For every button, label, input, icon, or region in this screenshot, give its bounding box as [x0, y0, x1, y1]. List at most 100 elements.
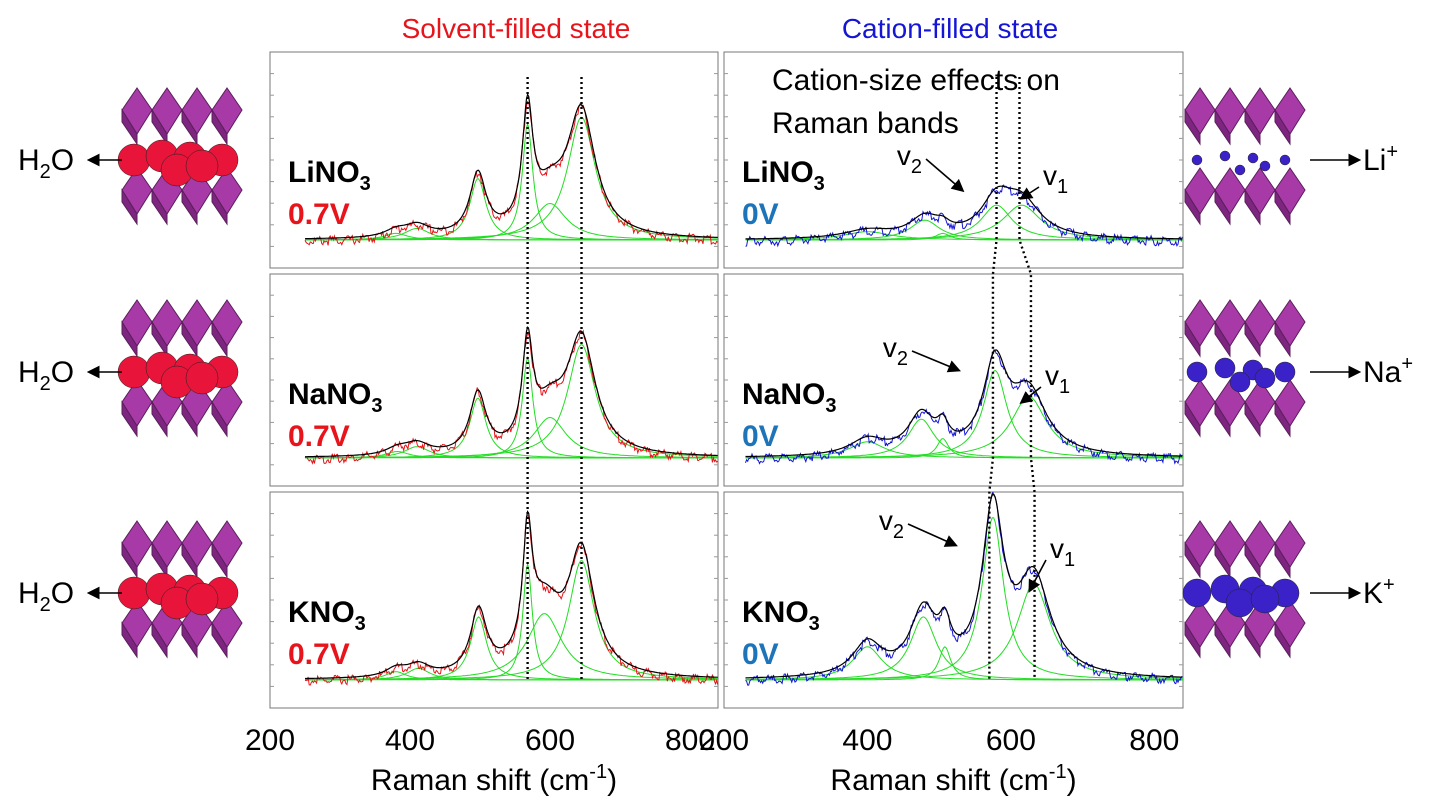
band-v1-symbol: v [1043, 160, 1057, 191]
octahedron-side [1274, 188, 1291, 226]
cation-label: Na+ [1363, 353, 1413, 389]
octahedron-side [181, 400, 198, 438]
structures-layer: H2O Li+H2O Na+H2O K+ [18, 87, 1413, 659]
water-sphere [185, 149, 219, 183]
salt-label: NaNO3 [742, 378, 836, 417]
dotted-line [988, 77, 998, 680]
top-layer [1184, 87, 1306, 146]
octahedron-side [151, 400, 168, 438]
octahedron-side [1184, 621, 1201, 659]
salt-name: LiNO [742, 156, 814, 189]
octahedron-side [151, 188, 168, 226]
water-label-group: H2O [18, 356, 122, 395]
cation-charge: + [1401, 353, 1413, 375]
top-layer [121, 299, 243, 358]
fit-envelope [305, 326, 718, 458]
cation-state-title: Cation-filled state [842, 13, 1058, 44]
water-sphere [117, 355, 151, 389]
bottom-layer [1184, 379, 1306, 438]
octahedron-side [121, 320, 138, 358]
cation-symbol: K [1363, 577, 1383, 610]
cation-label: K+ [1363, 574, 1395, 610]
component-peak-505 [745, 438, 1183, 459]
component-peak-498 [305, 616, 718, 681]
fit-envelope [745, 185, 1183, 240]
cation-label-group: Li+ [1310, 141, 1398, 177]
band-v2-subscript: 2 [897, 348, 908, 370]
salt-label: KNO3 [742, 596, 820, 635]
octahedron-side [211, 188, 228, 226]
octahedron-side [1244, 621, 1261, 659]
octahedron-side [211, 320, 228, 358]
band-v1-symbol: v [1050, 533, 1064, 564]
water-label: H2O [18, 144, 74, 183]
salt-subscript: 3 [360, 173, 371, 195]
component-peak-575 [745, 517, 1184, 681]
octahedron-side [1274, 320, 1291, 358]
cation-charge: + [1383, 574, 1395, 596]
band-v1-label: v1 [1050, 533, 1075, 571]
band-v1-arrow [1028, 559, 1047, 593]
octahedron-side [211, 400, 228, 438]
octahedron-side [1274, 541, 1291, 579]
solvent-state-title: Solvent-filled state [402, 13, 631, 44]
cation-label-group: K+ [1310, 574, 1395, 610]
x-tick-label: 400 [385, 724, 435, 757]
octahedron-side [181, 621, 198, 659]
octahedron-side [1244, 108, 1261, 146]
fit-envelope [745, 493, 1183, 679]
cation-charge: + [1386, 141, 1398, 163]
salt-label: KNO3 [288, 596, 366, 635]
water-label: H2O [18, 356, 74, 395]
octahedron-side [1214, 188, 1231, 226]
cation-structure-0 [1184, 87, 1306, 226]
bottom-layer [1184, 600, 1306, 659]
octahedron-side [1214, 621, 1231, 659]
water-sphere [185, 361, 219, 395]
cation-sphere [1259, 160, 1271, 172]
dotted-guides [526, 77, 1036, 680]
octahedron-side [121, 400, 138, 438]
octahedron-side [121, 188, 138, 226]
component-peak-615 [745, 204, 1183, 241]
salt-label: NaNO3 [288, 378, 382, 417]
x-tick-label: 200 [245, 724, 295, 757]
annotation-line-1: Cation-size effects on [772, 64, 1060, 97]
component-peak-645 [305, 560, 718, 681]
top-layer [121, 520, 243, 579]
octahedron-side [1244, 541, 1261, 579]
band-v1-subscript: 1 [1057, 176, 1068, 198]
salt-name: NaNO [742, 378, 825, 411]
top-layer [1184, 520, 1306, 579]
cation-sphere [1225, 588, 1255, 618]
x-axis-label-close: ) [607, 764, 617, 797]
x-axis-label-text: Raman shift (cm [371, 764, 589, 797]
salt-label: LiNO3 [288, 156, 371, 195]
cation-sphere [1186, 361, 1208, 383]
octahedron-side [181, 188, 198, 226]
voltage-label: 0V [742, 198, 779, 231]
x-axis-label: Raman shift (cm-1) [830, 761, 1076, 797]
band-v2-subscript: 2 [911, 156, 922, 178]
x-axis-label: Raman shift (cm-1) [371, 761, 617, 797]
band-v1-symbol: v [1045, 360, 1059, 391]
top-layer [1184, 299, 1306, 358]
band-v2-symbol: v [897, 140, 911, 171]
cation-sphere [1229, 371, 1251, 393]
bottom-layer [121, 379, 243, 438]
water-h: H [18, 356, 40, 389]
water-o: O [51, 144, 74, 177]
component-peak-625 [745, 396, 1183, 459]
salt-subscript: 3 [809, 613, 820, 635]
water-sphere [117, 576, 151, 610]
measured-spectrum [304, 515, 719, 686]
octahedron-side [1184, 188, 1201, 226]
octahedron-side [151, 621, 168, 659]
solvent-structure-0 [117, 87, 243, 226]
